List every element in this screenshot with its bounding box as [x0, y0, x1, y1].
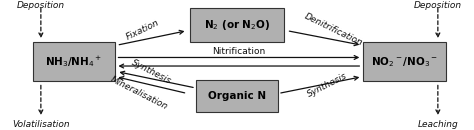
- Text: Synthesis: Synthesis: [130, 58, 173, 86]
- Text: Synthesis: Synthesis: [306, 71, 348, 99]
- Text: Organic N: Organic N: [208, 91, 266, 101]
- Text: Leaching: Leaching: [418, 120, 458, 129]
- Text: N$_2$ (or N$_2$O): N$_2$ (or N$_2$O): [204, 18, 270, 32]
- FancyBboxPatch shape: [196, 80, 278, 112]
- FancyBboxPatch shape: [364, 42, 446, 81]
- Text: Deposition: Deposition: [17, 1, 65, 10]
- Text: Volatilisation: Volatilisation: [12, 120, 70, 129]
- Text: Nitrification: Nitrification: [212, 47, 265, 56]
- FancyBboxPatch shape: [33, 42, 115, 81]
- Text: NH$_3$/NH$_4$$^+$: NH$_3$/NH$_4$$^+$: [46, 54, 102, 69]
- FancyBboxPatch shape: [190, 8, 284, 42]
- Text: NO$_2$$^-$/NO$_3$$^-$: NO$_2$$^-$/NO$_3$$^-$: [371, 55, 438, 69]
- Text: Denitrification: Denitrification: [303, 12, 364, 48]
- Text: Fixation: Fixation: [125, 18, 161, 42]
- Text: Deposition: Deposition: [414, 1, 462, 10]
- Text: Mineralisation: Mineralisation: [109, 74, 170, 111]
